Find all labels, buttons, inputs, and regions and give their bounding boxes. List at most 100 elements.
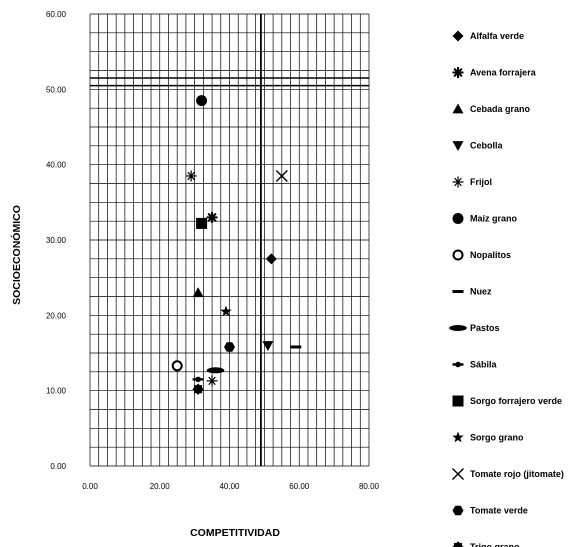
legend-item: Pastos xyxy=(449,323,500,333)
legend-marker xyxy=(452,505,464,516)
data-point xyxy=(185,170,197,182)
legend-item: Tomate verde xyxy=(452,505,528,516)
legend-marker xyxy=(452,213,464,224)
legend-label: Tomate verde xyxy=(470,506,528,516)
legend-item: Frijol xyxy=(452,176,492,188)
legend-item: Cebada grano xyxy=(452,103,531,114)
point-marker xyxy=(265,253,277,265)
data-point xyxy=(192,287,204,298)
legend-marker xyxy=(452,361,464,368)
y-tick-label: 50.00 xyxy=(46,85,67,94)
point-marker xyxy=(220,305,232,317)
point-marker xyxy=(206,375,218,387)
legend-label: Frijol xyxy=(470,177,492,187)
point-marker xyxy=(185,170,197,182)
legend-item: Avena forrajera xyxy=(452,67,537,78)
legend-label: Tomate rojo (jitomate) xyxy=(470,469,564,479)
x-tick-label: 60.00 xyxy=(289,482,310,491)
legend-item: Nuez xyxy=(452,287,492,297)
y-tick-label: 30.00 xyxy=(46,236,67,245)
data-points xyxy=(171,95,302,395)
marker-stroke xyxy=(207,212,217,222)
legend-marker xyxy=(452,103,464,114)
y-tick-label: 10.00 xyxy=(46,387,67,396)
point-marker xyxy=(290,345,302,349)
marker-stroke xyxy=(454,177,462,187)
point-marker xyxy=(206,367,225,374)
legend-item: Nopalitos xyxy=(452,249,511,261)
legend-label: Trigo grano xyxy=(470,542,520,547)
legend-label: Sábila xyxy=(470,360,498,370)
point-marker xyxy=(275,169,288,182)
legend-label: Avena forrajera xyxy=(470,68,537,78)
marker-dot xyxy=(455,361,461,368)
point-marker xyxy=(196,217,208,229)
y-tick-label: 20.00 xyxy=(46,311,67,320)
data-point xyxy=(192,383,204,395)
point-marker xyxy=(262,341,274,351)
x-tick-label: 40.00 xyxy=(219,482,240,491)
legend-label: Nuez xyxy=(470,287,492,297)
legend-marker xyxy=(452,395,464,407)
x-axis-ticks: 0.00 20.00 40.00 60.00 80.00 xyxy=(82,482,379,491)
marker-stroke xyxy=(452,468,464,480)
x-tick-label: 80.00 xyxy=(359,482,380,491)
legend-marker xyxy=(452,141,464,151)
legend-item: Sorgo forrajero verde xyxy=(452,395,562,407)
data-point xyxy=(290,345,302,349)
legend-label: Sorgo grano xyxy=(470,433,524,443)
x-tick-label: 20.00 xyxy=(150,482,171,491)
legend-item: Alfalfa verde xyxy=(452,30,524,42)
marker-stroke xyxy=(453,67,463,78)
data-point xyxy=(196,217,208,229)
legend-label: Cebolla xyxy=(470,141,504,151)
data-point xyxy=(275,169,288,182)
y-tick-label: 0.00 xyxy=(50,462,66,471)
point-marker xyxy=(171,360,183,372)
y-tick-label: 60.00 xyxy=(46,10,67,19)
data-point xyxy=(171,360,183,372)
y-tick-label: 40.00 xyxy=(46,161,67,170)
legend-marker xyxy=(452,67,464,78)
legend-item: Sorgo grano xyxy=(452,431,524,443)
legend-item: Cebolla xyxy=(452,141,504,151)
x-axis-label: COMPETITIVIDAD xyxy=(190,527,280,539)
legend-item: Maíz grano xyxy=(452,213,518,224)
y-axis-ticks: 0.00 10.00 20.00 30.00 40.00 50.00 60.00 xyxy=(46,10,67,471)
legend-marker xyxy=(449,324,467,332)
legend-item: Trigo grano xyxy=(452,541,520,547)
data-point xyxy=(206,367,225,374)
point-marker xyxy=(192,383,204,395)
legend: Alfalfa verde Avena forrajera Cebada grano… xyxy=(449,30,564,547)
x-tick-label: 0.00 xyxy=(82,482,98,491)
marker-stroke xyxy=(187,171,195,181)
legend-label: Cebada grano xyxy=(470,104,531,114)
legend-marker xyxy=(452,541,464,547)
data-point xyxy=(262,341,274,351)
legend-item: Tomate rojo (jitomate) xyxy=(452,468,564,480)
marker-stroke xyxy=(208,376,216,386)
legend-marker xyxy=(452,290,464,293)
marker-stroke xyxy=(275,169,288,182)
plot-grid xyxy=(89,13,370,467)
legend-item: Sábila xyxy=(452,360,498,370)
legend-label: Sorgo forrajero verde xyxy=(470,396,562,406)
marker-dot xyxy=(195,376,201,383)
data-point xyxy=(206,211,218,223)
legend-label: Maíz grano xyxy=(470,214,518,224)
point-marker xyxy=(192,287,204,298)
legend-marker xyxy=(452,431,464,443)
reference-lines xyxy=(90,14,369,466)
y-axis-label: SOCIOECONÓMICO xyxy=(10,205,23,305)
point-marker xyxy=(224,342,235,352)
legend-label: Pastos xyxy=(470,323,500,333)
data-point xyxy=(265,253,277,265)
data-point xyxy=(192,376,204,383)
legend-marker xyxy=(452,468,464,480)
legend-label: Nopalitos xyxy=(470,250,511,260)
legend-marker xyxy=(452,30,464,42)
data-point xyxy=(196,95,208,107)
point-marker xyxy=(196,95,208,107)
legend-label: Alfalfa verde xyxy=(470,31,524,41)
